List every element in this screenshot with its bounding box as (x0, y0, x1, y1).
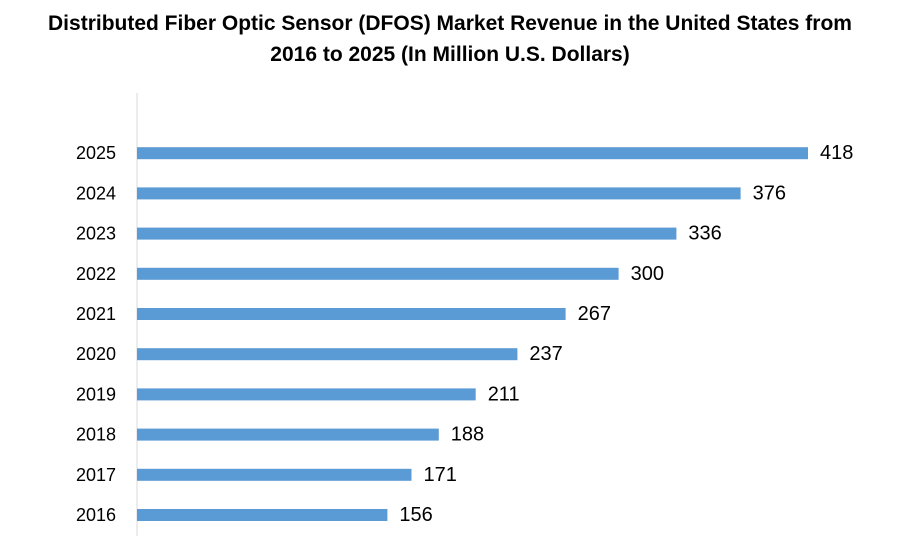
y-tick-labels-group: 2016 2017 2018 2019 2020 2021 2022 2023 2024 2025 (76, 143, 116, 525)
data-label-2017: 171 (424, 464, 457, 486)
y-tick-label-2016: 2016 (76, 505, 116, 525)
y-tick-label-2023: 2023 (76, 224, 116, 244)
bar-2021 (137, 308, 566, 320)
data-label-2016: 156 (399, 504, 432, 526)
bar-2022 (137, 267, 619, 280)
data-label-2019: 211 (488, 383, 520, 405)
chart-title: Distributed Fiber Optic Sensor (DFOS) Ma… (0, 8, 900, 70)
bar-2024 (137, 187, 741, 200)
y-tick-label-2025: 2025 (76, 143, 116, 163)
y-tick-label-2022: 2022 (76, 264, 116, 284)
chart-title-line-2: 2016 to 2025 (In Million U.S. Dollars) (270, 43, 630, 66)
data-label-2021: 267 (578, 303, 611, 325)
bars-group (137, 147, 808, 521)
data-label-2025: 418 (820, 142, 853, 164)
bar-2020 (137, 348, 518, 361)
data-label-2024: 376 (753, 182, 786, 204)
bar-2018 (137, 428, 439, 441)
y-tick-label-2024: 2024 (76, 183, 116, 203)
y-tick-label-2017: 2017 (76, 465, 116, 485)
data-label-2020: 237 (529, 343, 562, 365)
bar-2019 (137, 388, 476, 401)
data-label-2023: 336 (688, 223, 721, 245)
y-tick-label-2019: 2019 (76, 384, 116, 404)
bar-2025 (137, 147, 808, 160)
chart-title-line-1: Distributed Fiber Optic Sensor (DFOS) Ma… (48, 12, 852, 35)
data-label-2022: 300 (631, 263, 664, 285)
data-label-2018: 188 (451, 424, 484, 446)
y-tick-label-2018: 2018 (76, 425, 116, 445)
y-tick-label-2020: 2020 (76, 344, 116, 364)
bar-2017 (137, 468, 412, 481)
bar-2023 (137, 227, 677, 240)
bar-2016 (137, 509, 388, 521)
y-tick-label-2021: 2021 (76, 304, 116, 324)
